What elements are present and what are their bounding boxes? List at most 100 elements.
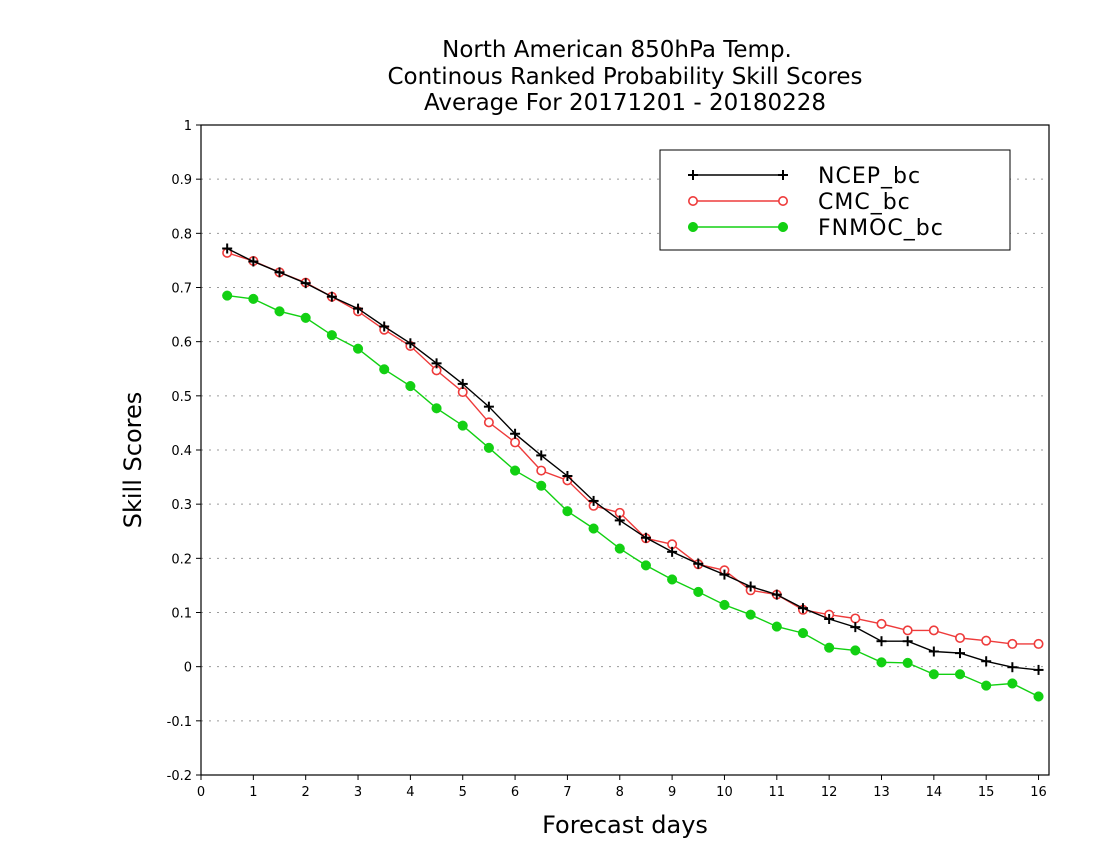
data-point-fnmoc-bc [326, 330, 337, 341]
legend-marker [777, 221, 789, 233]
data-point-fnmoc-bc [745, 609, 756, 620]
data-point-fnmoc-bc [640, 560, 651, 571]
data-point-ncep-bc [379, 321, 390, 332]
data-point-ncep-bc [902, 636, 913, 647]
title-line-2: Continous Ranked Probability Skill Score… [387, 64, 862, 90]
data-point-fnmoc-bc [352, 343, 364, 354]
legend-label: FNMOC_bc [818, 216, 944, 241]
data-point-ncep-bc [771, 589, 782, 600]
x-tick-label: 5 [459, 785, 467, 800]
data-point-ncep-bc [326, 291, 337, 302]
data-point-fnmoc-bc [483, 442, 494, 453]
data-point-fnmoc-bc [850, 645, 861, 656]
series-line-ncep-bc [226, 247, 1039, 671]
data-point-ncep-bc [614, 515, 625, 526]
series-line-fnmoc-bc [227, 294, 1039, 698]
data-point-ncep-bc [274, 267, 285, 278]
data-point-fnmoc-bc [510, 465, 521, 476]
y-tick-label: 0.3 [171, 498, 192, 513]
data-point-cmc-bc [902, 625, 913, 636]
x-tick-label: 1 [249, 785, 257, 800]
y-tick-label: 0.5 [171, 390, 192, 405]
y-tick-label: 0.4 [171, 444, 192, 459]
data-point-cmc-bc [1007, 638, 1018, 649]
data-point-fnmoc-bc [536, 480, 547, 491]
y-tick-label: -0.1 [167, 715, 192, 730]
data-point-fnmoc-bc [248, 293, 259, 304]
data-point-fnmoc-bc [902, 657, 913, 668]
data-point-ncep-bc [562, 471, 573, 481]
legend-marker [687, 221, 699, 233]
y-tick-label: 0.2 [171, 552, 192, 567]
data-point-ncep-bc [693, 558, 704, 569]
x-tick-label: 2 [302, 785, 310, 800]
gridlines [201, 178, 1049, 722]
data-point-ncep-bc [510, 428, 521, 439]
data-point-fnmoc-bc [379, 364, 390, 375]
series-fnmoc-bc [222, 290, 1044, 702]
data-point-fnmoc-bc [954, 669, 966, 680]
x-tick-label: 13 [873, 785, 890, 800]
data-point-ncep-bc [928, 646, 939, 657]
data-point-fnmoc-bc [1033, 691, 1044, 702]
y-tick-label: 0.8 [171, 227, 192, 242]
data-point-ncep-bc [1033, 664, 1044, 675]
data-point-ncep-bc [824, 614, 835, 624]
data-point-fnmoc-bc [667, 574, 678, 585]
data-point-cmc-bc [510, 437, 521, 448]
data-point-cmc-bc [928, 625, 939, 636]
data-point-fnmoc-bc [457, 420, 468, 431]
data-point-fnmoc-bc [771, 621, 782, 632]
data-point-ncep-bc [745, 581, 756, 592]
data-point-ncep-bc [405, 338, 416, 349]
y-tick-label: 0.7 [171, 282, 192, 297]
data-point-fnmoc-bc [797, 628, 809, 639]
data-point-fnmoc-bc [824, 642, 835, 653]
data-point-ncep-bc [955, 648, 966, 659]
data-point-ncep-bc [1007, 662, 1018, 673]
y-tick-label: 0.9 [171, 173, 192, 188]
data-series [222, 243, 1044, 702]
x-tick-label: 4 [406, 785, 414, 800]
data-point-cmc-bc [981, 635, 992, 646]
title-line-3: Average For 20171201 - 20180228 [424, 90, 826, 116]
series-line-cmc-bc [226, 252, 1039, 645]
x-tick-label: 9 [668, 785, 676, 800]
data-point-ncep-bc [483, 401, 494, 412]
data-point-ncep-bc [300, 278, 311, 289]
legend-label: CMC_bc [818, 190, 911, 215]
legend-label: NCEP_bc [818, 164, 921, 189]
data-point-fnmoc-bc [719, 599, 730, 610]
data-point-ncep-bc [457, 378, 468, 389]
x-tick-label: 11 [769, 785, 786, 800]
data-point-fnmoc-bc [300, 312, 311, 323]
data-point-fnmoc-bc [614, 543, 625, 554]
x-tick-label: 8 [616, 785, 624, 800]
data-point-fnmoc-bc [562, 506, 573, 517]
data-point-cmc-bc [850, 613, 861, 624]
data-point-fnmoc-bc [928, 669, 939, 680]
axes: -0.2-0.100.10.20.30.40.50.60.70.80.910 1 2… [167, 119, 1047, 800]
x-tick-label: 14 [926, 785, 943, 800]
y-tick-label: 0.1 [171, 607, 192, 622]
data-point-ncep-bc [222, 243, 233, 254]
x-tick-label: 12 [821, 785, 838, 800]
x-tick-label: 7 [563, 785, 571, 800]
x-tick-label: 3 [354, 785, 362, 800]
data-point-fnmoc-bc [431, 403, 442, 414]
data-point-ncep-bc [981, 656, 992, 667]
data-point-ncep-bc [850, 622, 861, 633]
data-point-ncep-bc [797, 603, 808, 614]
data-point-ncep-bc [667, 546, 678, 557]
data-point-ncep-bc [536, 450, 547, 461]
legend-box [659, 149, 1011, 251]
legend-item-fnmoc-bc: FNMOC_bc [687, 216, 944, 241]
y-tick-label: 1 [184, 119, 192, 134]
title-line-1: North American 850hPa Temp. [442, 37, 792, 63]
data-point-ncep-bc [588, 495, 599, 506]
data-point-ncep-bc [431, 358, 442, 369]
data-point-ncep-bc [248, 256, 259, 267]
